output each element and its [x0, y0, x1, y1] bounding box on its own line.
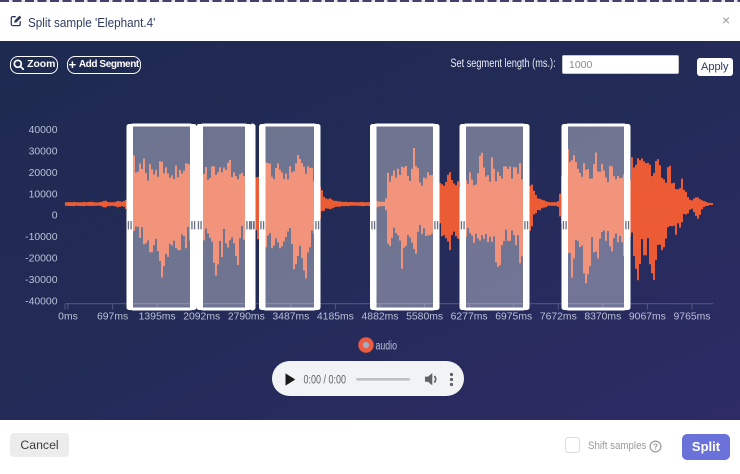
svg-text:30000: 30000 [29, 146, 58, 157]
svg-text:audio: audio [376, 340, 398, 352]
svg-text:1395ms: 1395ms [139, 312, 176, 323]
svg-text:0: 0 [52, 211, 58, 222]
svg-text:0:00 / 0:00: 0:00 / 0:00 [304, 374, 347, 386]
svg-text:0ms: 0ms [58, 312, 78, 323]
svg-text:3487ms: 3487ms [272, 312, 309, 323]
svg-text:10000: 10000 [29, 189, 58, 200]
svg-text:20000: 20000 [29, 168, 58, 179]
svg-text:6975ms: 6975ms [495, 312, 532, 323]
svg-text:40000: 40000 [29, 125, 58, 136]
svg-text:4882ms: 4882ms [362, 312, 399, 323]
svg-text:4185ms: 4185ms [317, 312, 354, 323]
svg-text:8370ms: 8370ms [584, 312, 621, 323]
svg-text:2790ms: 2790ms [228, 312, 265, 323]
svg-text:9067ms: 9067ms [629, 312, 666, 323]
svg-text:-20000: -20000 [25, 254, 58, 265]
svg-text:697ms: 697ms [97, 312, 128, 323]
svg-text:?: ? [653, 441, 658, 451]
svg-text:9765ms: 9765ms [674, 312, 711, 323]
svg-text:-30000: -30000 [25, 275, 58, 286]
svg-text:-10000: -10000 [25, 232, 58, 243]
svg-text:6277ms: 6277ms [451, 312, 488, 323]
svg-text:2092ms: 2092ms [183, 312, 220, 323]
svg-text:5580ms: 5580ms [406, 312, 443, 323]
svg-text:-40000: -40000 [25, 296, 58, 307]
svg-text:7672ms: 7672ms [540, 312, 577, 323]
